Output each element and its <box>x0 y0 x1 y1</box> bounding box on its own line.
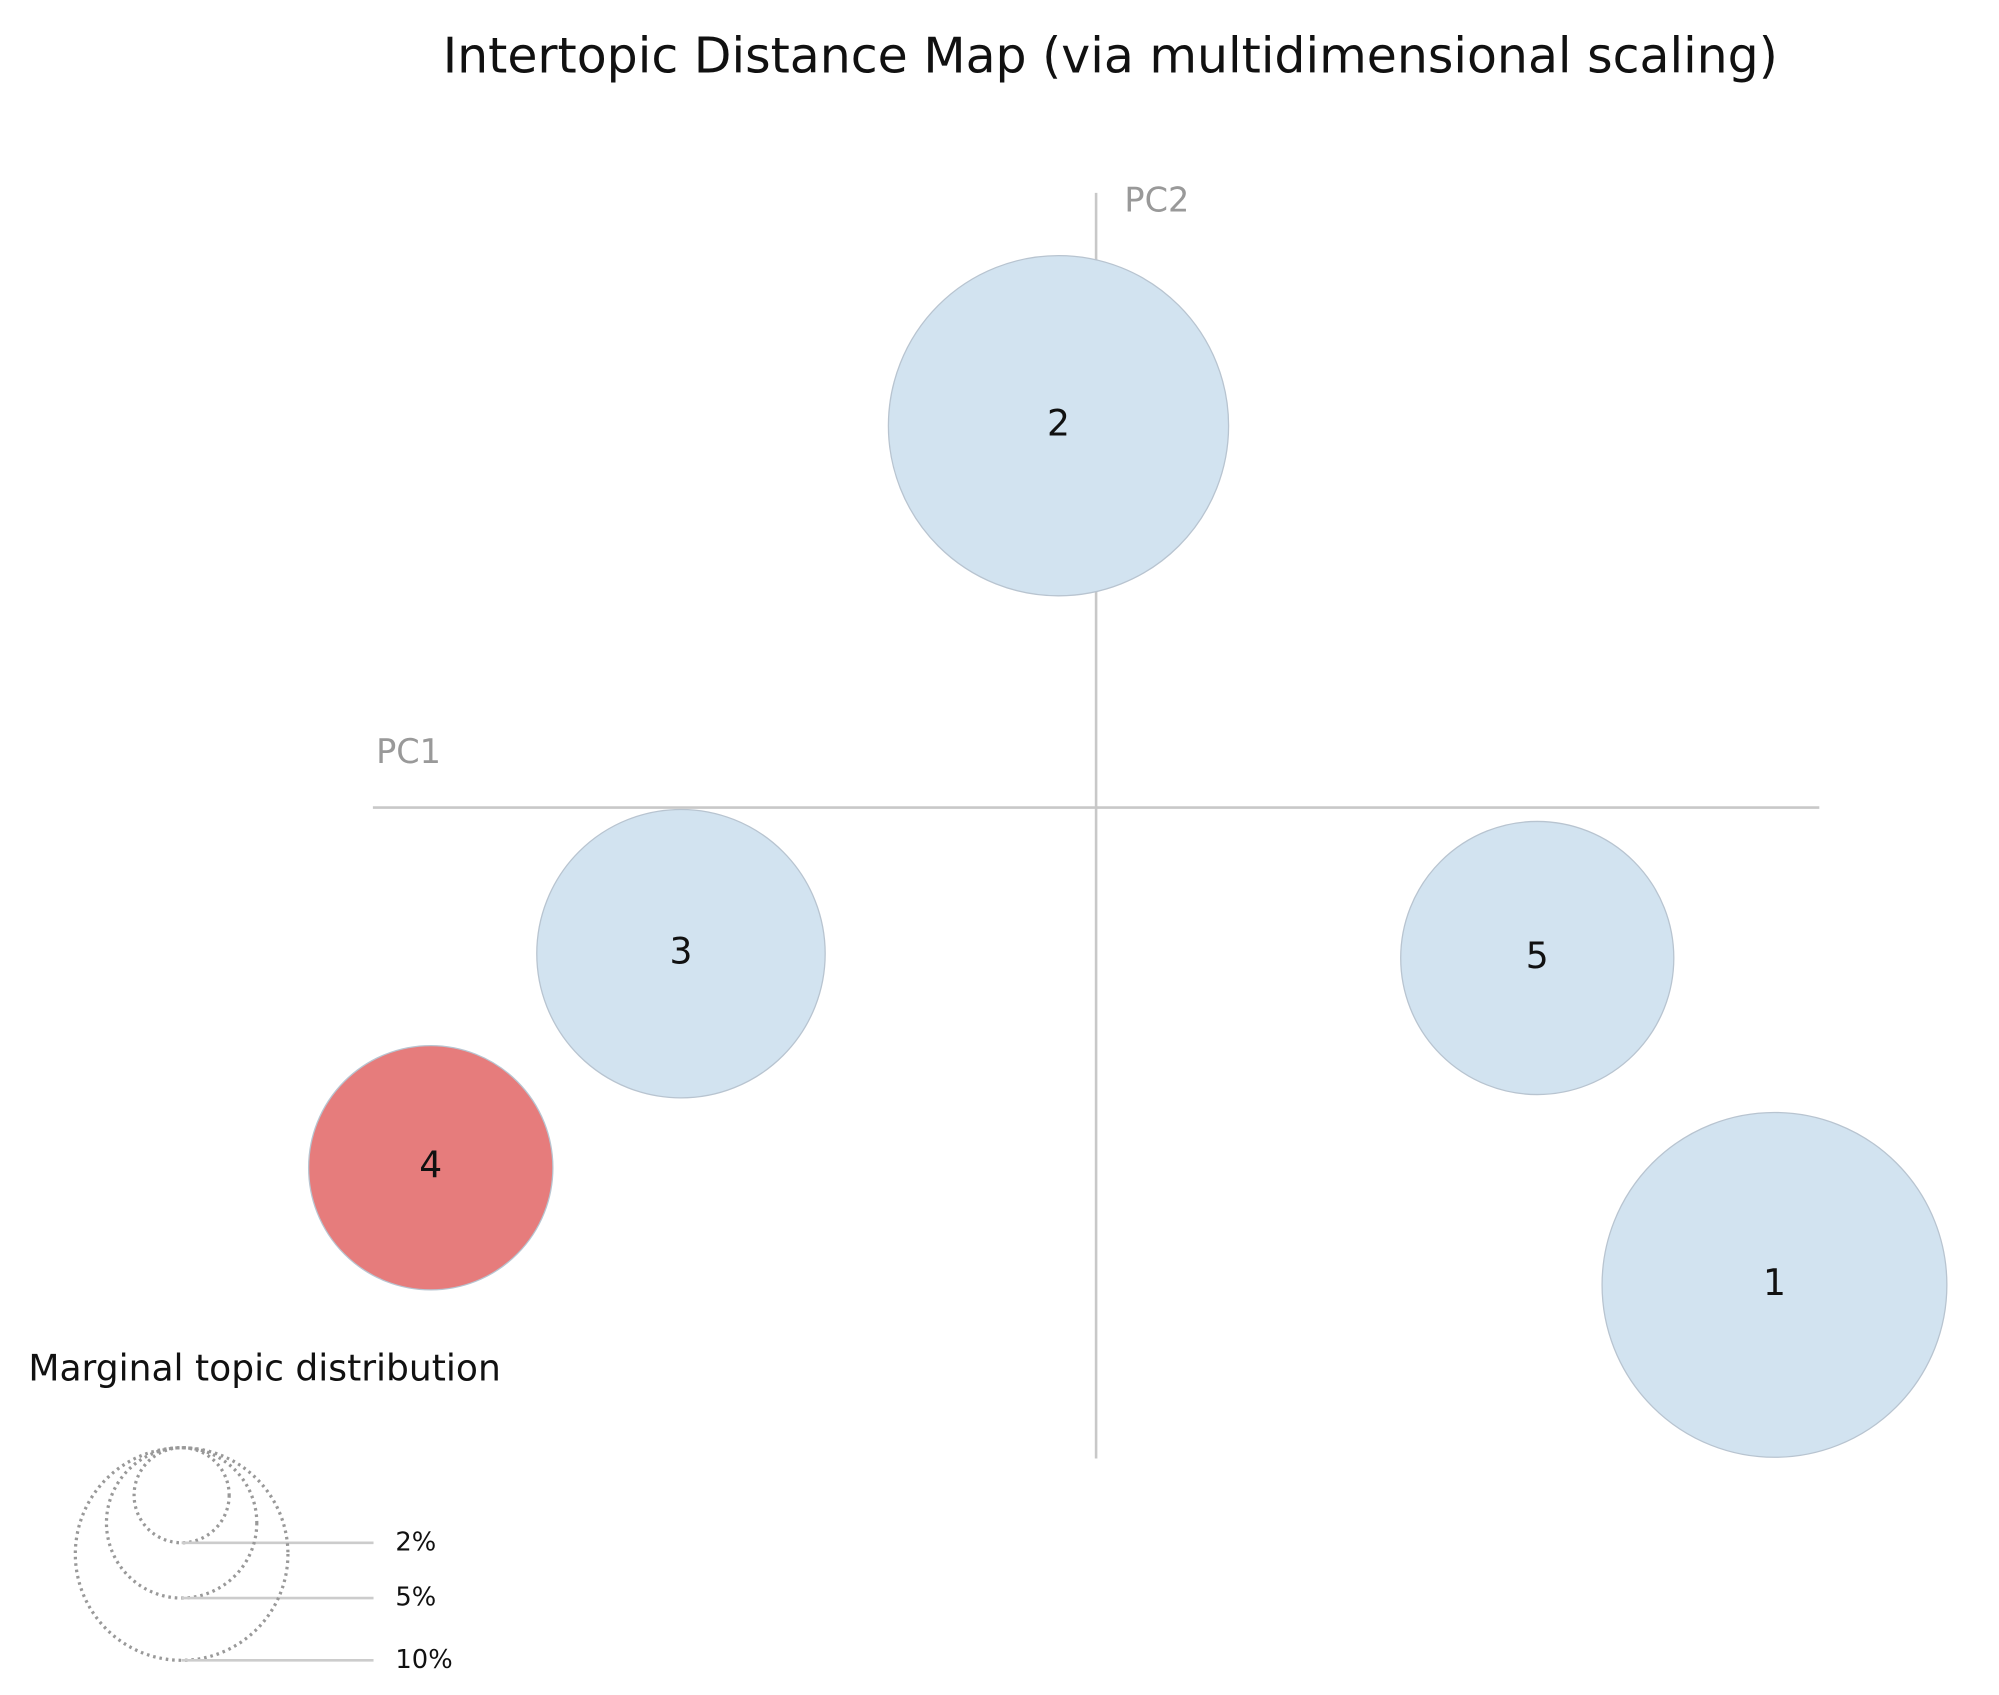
legend-label: 2% <box>395 1527 436 1557</box>
legend-circle <box>104 1446 259 1600</box>
legend-circle <box>73 1446 290 1662</box>
legend-title: Marginal topic distribution <box>28 1347 500 1389</box>
topic-label: 2 <box>1047 403 1070 445</box>
topic-label: 1 <box>1763 1262 1786 1304</box>
topic-bubble <box>307 1044 554 1291</box>
topic-label: 5 <box>1526 935 1549 977</box>
topic-bubble <box>1601 1111 1948 1458</box>
topic-label: 4 <box>419 1145 442 1187</box>
topic-bubble <box>887 254 1230 597</box>
legend-label: 10% <box>395 1645 452 1675</box>
topic-bubble <box>536 808 826 1099</box>
legend-circle <box>132 1446 231 1545</box>
topic-bubble <box>1400 820 1675 1096</box>
topic-label: 3 <box>670 931 693 973</box>
y-axis-label: PC2 <box>1124 181 1189 220</box>
x-axis-label: PC1 <box>376 732 441 771</box>
legend-label: 5% <box>395 1583 436 1613</box>
chart-title: Intertopic Distance Map (via multidimens… <box>443 28 1778 85</box>
